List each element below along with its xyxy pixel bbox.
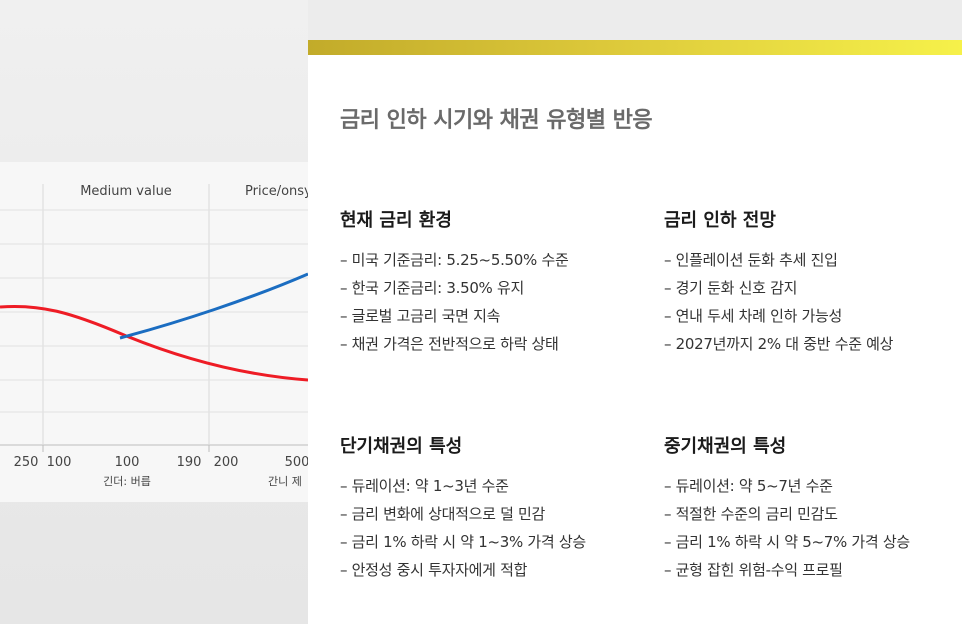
x-tick-label: 190 [177, 455, 202, 470]
column-header-price: Price/onsy [245, 184, 308, 199]
section-heading: 금리 인하 전망 [664, 210, 776, 231]
bullet-list: – 미국 기준금리: 5.25~5.50% 수준 – 한국 기준금리: 3.50… [340, 246, 640, 358]
list-item: – 적절한 수준의 금리 민감도 [664, 505, 838, 523]
section-mid-term-bonds: 중기채권의 특성 – 듀레이션: 약 5~7년 수준 – 적절한 수준의 금리 … [664, 432, 962, 584]
list-item: – 듀레이션: 약 5~7년 수준 [664, 477, 833, 495]
bullet-list: – 듀레이션: 약 5~7년 수준 – 적절한 수준의 금리 민감도 – 금리 … [664, 472, 962, 584]
list-item: – 금리 1% 하락 시 약 5~7% 가격 상승 [664, 533, 910, 551]
x-sub-label: 긴더: 버릅 [103, 475, 151, 488]
red-series-line [0, 304, 308, 382]
list-item: – 2027년까지 2% 대 중반 수준 예상 [664, 335, 894, 353]
x-tick-label: 200 [214, 455, 239, 470]
section-current-rates: 현재 금리 환경 – 미국 기준금리: 5.25~5.50% 수준 – 한국 기… [340, 206, 640, 358]
section-rate-cut-outlook: 금리 인하 전망 – 인플레이션 둔화 추세 진입 – 경기 둔화 신호 감지 … [664, 206, 962, 358]
x-tick-label: 250 [14, 455, 39, 470]
x-sub-label: 간니 제 [268, 475, 302, 488]
chart-svg: Medium value Price/onsy 250 100 100 190 … [0, 184, 308, 488]
bullet-list: – 듀레이션: 약 1~3년 수준 – 금리 변화에 상대적으로 덜 민감 – … [340, 472, 640, 584]
list-item: – 연내 두세 차례 인하 가능성 [664, 307, 843, 325]
list-item: – 경기 둔화 신호 감지 [664, 279, 798, 297]
list-item: – 한국 기준금리: 3.50% 유지 [340, 279, 524, 297]
list-item: – 듀레이션: 약 1~3년 수준 [340, 477, 509, 495]
blue-series-line [119, 272, 308, 340]
section-heading: 단기채권의 특성 [340, 436, 463, 457]
content-panel: 금리 인하 시기와 채권 유형별 반응 현재 금리 환경 – 미국 기준금리: … [308, 40, 962, 624]
list-item: – 인플레이션 둔화 추세 진입 [664, 251, 838, 269]
list-item: – 미국 기준금리: 5.25~5.50% 수준 [340, 251, 569, 269]
x-tick-label: 100 [47, 455, 72, 470]
section-heading: 현재 금리 환경 [340, 210, 452, 231]
bullet-list: – 인플레이션 둔화 추세 진입 – 경기 둔화 신호 감지 – 연내 두세 차… [664, 246, 962, 358]
chart-image: Medium value Price/onsy 250 100 100 190 … [0, 162, 308, 502]
list-item: – 금리 1% 하락 시 약 1~3% 가격 상승 [340, 533, 586, 551]
list-item: – 채권 가격은 전반적으로 하락 상태 [340, 335, 559, 353]
x-tick-label: 500 [285, 455, 308, 470]
section-short-term-bonds: 단기채권의 특성 – 듀레이션: 약 1~3년 수준 – 금리 변화에 상대적으… [340, 432, 640, 584]
list-item: – 글로벌 고금리 국면 지속 [340, 307, 501, 325]
x-tick-label: 100 [115, 455, 140, 470]
column-header-medium-value: Medium value [80, 184, 172, 199]
list-item: – 금리 변화에 상대적으로 덜 민감 [340, 505, 546, 523]
list-item: – 균형 잡힌 위험-수익 프로필 [664, 561, 843, 579]
section-heading: 중기채권의 특성 [664, 436, 787, 457]
list-item: – 안정성 중시 투자자에게 적합 [340, 561, 528, 579]
accent-bar [308, 40, 962, 55]
page-title: 금리 인하 시기와 채권 유형별 반응 [340, 108, 653, 133]
